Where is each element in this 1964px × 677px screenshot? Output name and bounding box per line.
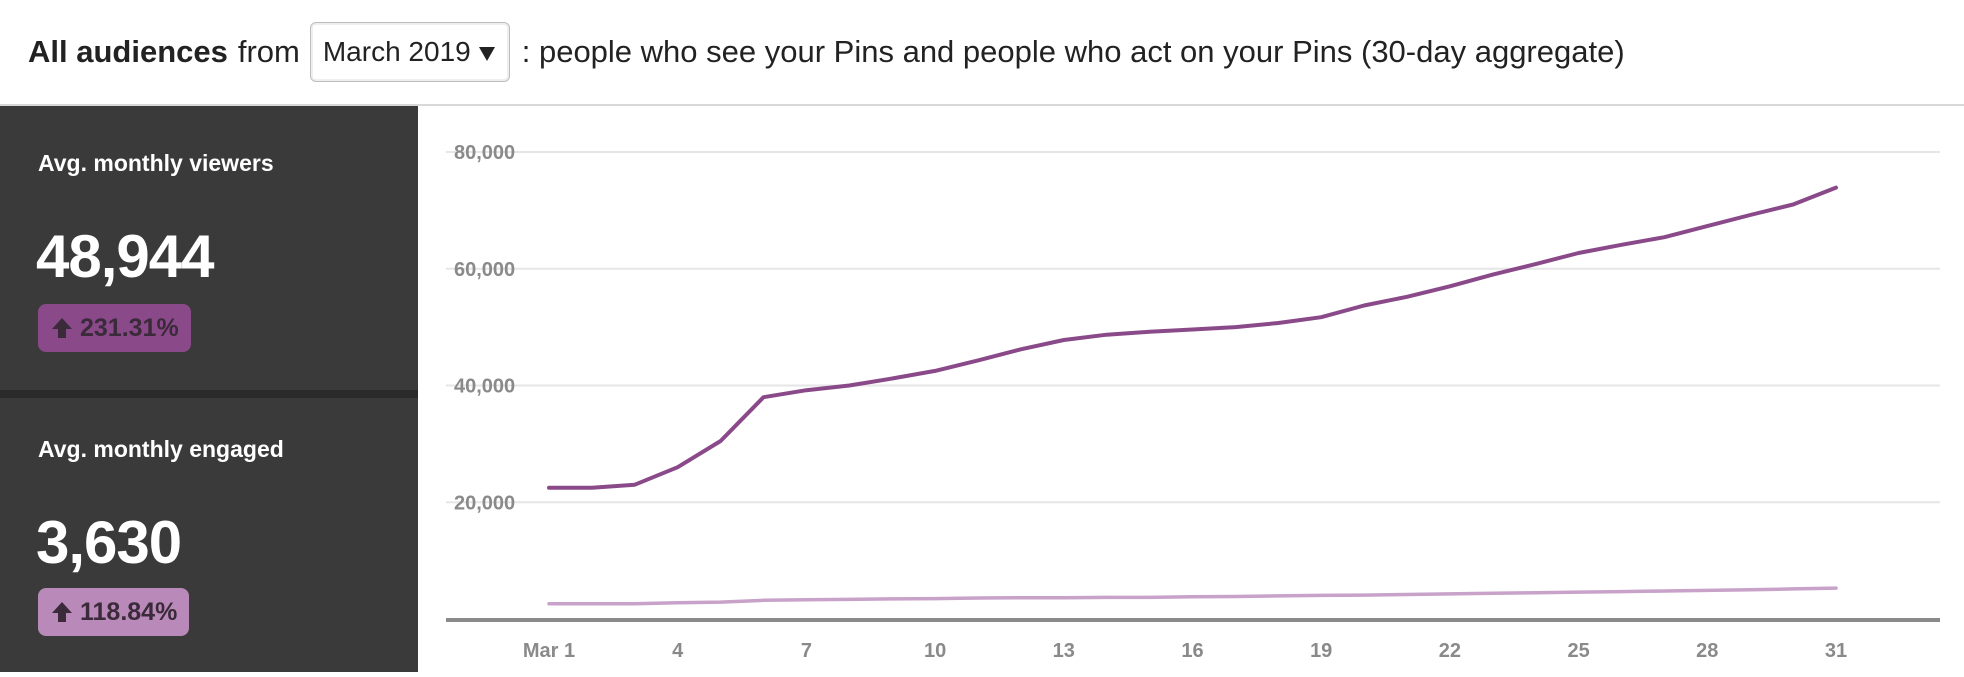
x-tick-label: 25 [1567,640,1589,662]
panel-divider [0,390,418,398]
period-dropdown-value: March 2019 [322,36,471,67]
change-value: 231.31% [80,313,179,342]
x-tick-label: 13 [1053,640,1075,662]
change-value: 118.84% [80,597,178,626]
metrics-sidebar: Avg. monthly viewers 48,944 231.31% Avg.… [0,106,418,672]
x-tick-label: 22 [1439,640,1461,662]
audience-line-chart: 20,000 40,000 60,000 80,000 Mar 1 4 7 10 13 16 19 2… [418,106,1964,672]
from-label: from [237,34,300,69]
metric-label: Avg. monthly viewers [38,150,274,176]
x-tick-label: 31 [1825,640,1847,662]
metric-value: 48,944 [36,223,215,290]
x-tick-label: 7 [801,640,812,662]
x-tick-label: Mar 1 [523,640,575,662]
x-tick-label: 16 [1181,640,1203,662]
metric-card-engaged[interactable]: Avg. monthly engaged 3,630 118.84% [0,398,418,672]
x-tick-label: 10 [924,640,946,662]
y-tick-label: 80,000 [454,142,515,164]
arrow-up-icon [52,318,72,338]
metric-card-viewers[interactable]: Avg. monthly viewers 48,944 231.31% [0,106,418,390]
audience-header: All audiences from March 2019 : people w… [0,0,1964,106]
change-badge: 231.31% [38,304,191,352]
x-tick-label: 28 [1696,640,1718,662]
x-tick-label: 19 [1310,640,1332,662]
arrow-up-icon [52,602,72,622]
metric-value: 3,630 [36,509,182,576]
y-tick-label: 20,000 [454,492,515,514]
y-tick-label: 40,000 [454,376,515,398]
period-dropdown[interactable]: March 2019 [309,22,510,82]
change-badge: 118.84% [38,588,190,636]
y-tick-label: 60,000 [454,259,515,281]
chevron-down-icon [478,47,495,61]
metric-label: Avg. monthly engaged [38,436,284,462]
series-line-viewers [547,185,1838,490]
x-tick-label: 4 [672,640,684,662]
audience-title: All audiences [28,34,228,69]
audience-description: : people who see your Pins and people wh… [521,34,1625,69]
series-line-engaged [547,586,1838,606]
chart-svg: 20,000 40,000 60,000 80,000 Mar 1 4 7 10 13 16 19 2… [446,142,1940,662]
